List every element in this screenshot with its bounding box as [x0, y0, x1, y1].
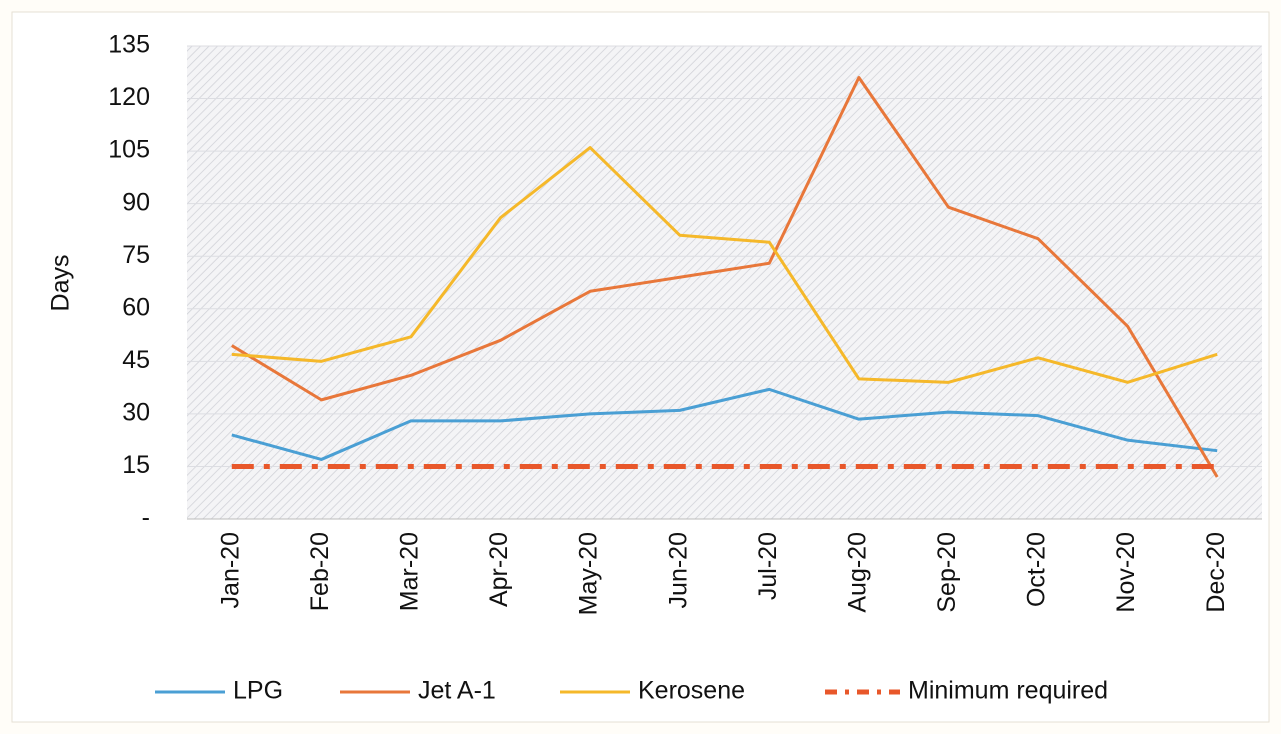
legend-label: Jet A-1 [418, 677, 496, 705]
y-tick-label: 90 [122, 188, 150, 216]
x-tick-label: Jul-20 [754, 532, 782, 600]
y-tick-label: 15 [122, 451, 150, 479]
x-tick-label: Sep-20 [933, 532, 961, 613]
x-tick-label: May-20 [575, 532, 603, 615]
x-tick-label: Oct-20 [1023, 532, 1051, 607]
legend-label: LPG [233, 677, 283, 705]
y-tick-label: 120 [108, 83, 150, 111]
x-tick-label: Jun-20 [664, 532, 692, 608]
x-tick-label: Mar-20 [396, 532, 424, 611]
legend-label: Minimum required [908, 677, 1108, 705]
legend-label: Kerosene [638, 677, 745, 705]
x-tick-label: Aug-20 [843, 532, 871, 613]
y-tick-label: 135 [108, 31, 150, 59]
x-tick-label: Jan-20 [216, 532, 244, 608]
series-line [231, 76, 1219, 478]
y-axis-label: Days [47, 255, 75, 312]
y-tick-label: - [142, 504, 150, 532]
y-tick-label: 30 [122, 398, 150, 426]
series-line [231, 387, 1218, 461]
x-tick-label: Dec-20 [1202, 532, 1230, 613]
series-line [231, 146, 1218, 384]
x-tick-label: Nov-20 [1112, 532, 1140, 613]
y-tick-label: 45 [122, 346, 150, 374]
x-tick-label: Feb-20 [306, 532, 334, 611]
y-tick-label: 105 [108, 136, 150, 164]
y-tick-label: 60 [122, 293, 150, 321]
x-tick-label: Apr-20 [485, 532, 513, 607]
y-tick-label: 75 [122, 241, 150, 269]
